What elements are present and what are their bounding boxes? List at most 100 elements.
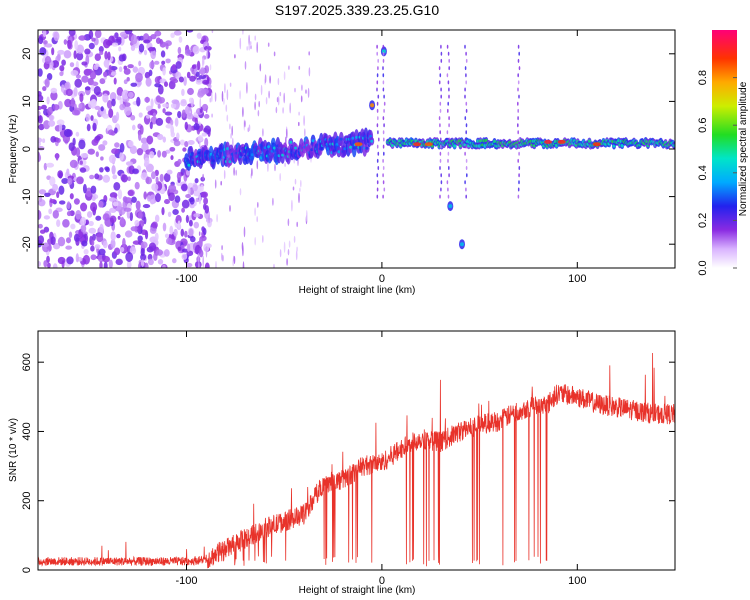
heatmap-cell — [157, 150, 162, 158]
heatmap-cell — [207, 42, 209, 48]
heatmap-cell — [42, 30, 47, 38]
heatmap-cell — [206, 48, 208, 60]
heatmap-cell — [254, 101, 256, 111]
heatmap-cell — [86, 211, 93, 218]
heatmap-cell — [179, 139, 185, 146]
heatmap-cell — [465, 80, 468, 85]
heatmap-cell — [189, 196, 195, 205]
heatmap-cell — [181, 199, 190, 209]
heatmap-cell — [74, 78, 83, 88]
heatmap-cell — [116, 36, 122, 43]
heatmap-cell — [102, 240, 108, 249]
heatmap-cell — [127, 64, 134, 69]
heatmap-cell — [216, 214, 218, 223]
heatmap-cell — [376, 80, 379, 85]
heatmap-cell — [120, 247, 125, 253]
heatmap-cell — [376, 108, 379, 113]
heatmap-cell — [440, 144, 442, 149]
heatmap-cell — [273, 263, 275, 268]
heatmap-cell — [202, 55, 204, 68]
heatmap-cell — [303, 115, 305, 127]
heatmap-cell — [144, 96, 151, 103]
heatmap-cell — [177, 46, 182, 55]
heatmap-cell — [137, 235, 143, 242]
heatmap-cell — [438, 66, 441, 71]
heatmap-cell — [382, 44, 385, 49]
heatmap-cell — [198, 193, 201, 205]
heatmap-cell — [43, 40, 48, 45]
heatmap-cell — [283, 241, 286, 253]
heatmap-cell — [129, 246, 137, 255]
heatmap-cell — [186, 30, 194, 33]
heatmap-cell — [264, 74, 267, 84]
heatmap-cell — [116, 86, 124, 97]
heatmap-cell — [93, 64, 99, 71]
heatmap-cell — [214, 92, 217, 102]
heatmap-cell — [339, 137, 343, 141]
heatmap-cell — [465, 187, 467, 192]
heatmap-cell — [304, 128, 306, 137]
heatmap-cell — [365, 146, 369, 150]
heatmap-cell — [197, 135, 204, 142]
heatmap-cell — [286, 258, 288, 266]
heatmap-cell — [298, 121, 300, 127]
heatmap-cell — [38, 68, 43, 77]
heatmap-cell — [123, 207, 132, 212]
heatmap-cell — [460, 242, 464, 247]
heatmap-cell — [447, 108, 449, 113]
heatmap-cell — [144, 157, 150, 166]
heatmap-cell — [52, 263, 58, 268]
heatmap-cell — [173, 228, 178, 237]
heatmap-cell — [137, 211, 143, 219]
heatmap-cell — [75, 131, 80, 137]
heatmap-cell — [235, 169, 237, 176]
heatmap-cell — [91, 138, 99, 146]
heatmap-cell — [209, 97, 212, 103]
heatmap-cell — [355, 135, 358, 139]
heatmap-cell — [50, 87, 58, 94]
heatmap-cell — [224, 83, 226, 94]
heatmap-cell — [202, 255, 204, 268]
heatmap-cell — [439, 130, 442, 135]
heatmap-cell — [70, 223, 76, 230]
heatmap-cell — [383, 94, 385, 99]
heatmap-cell — [376, 51, 379, 56]
heatmap-cell — [230, 133, 232, 139]
heatmap-cell — [107, 129, 115, 136]
heatmap-cell — [102, 174, 111, 183]
heatmap-cell — [102, 255, 111, 263]
heatmap-cell — [272, 146, 276, 150]
heatmap-cell — [382, 116, 385, 121]
heatmap-cell — [135, 72, 143, 83]
heatmap-cell — [381, 49, 386, 54]
heatmap-cell — [96, 232, 104, 243]
heatmap-cell — [194, 178, 199, 184]
heatmap-cell — [127, 189, 134, 197]
heatmap-cell — [448, 94, 450, 99]
heatmap-cell — [439, 101, 442, 106]
snr-series — [38, 352, 675, 569]
heatmap-cell — [301, 84, 303, 91]
heatmap-cell — [286, 128, 288, 139]
heatmap-cell — [111, 42, 119, 47]
heatmap-cell — [145, 176, 153, 185]
heatmap-cell — [141, 142, 149, 153]
heatmap-cell — [120, 216, 125, 225]
heatmap-cell — [189, 75, 196, 82]
heatmap-cell — [154, 214, 160, 223]
heatmap-cell — [99, 261, 103, 268]
heatmap-cell — [272, 197, 274, 206]
heatmap-cell — [131, 196, 137, 203]
heatmap-cell — [84, 48, 91, 55]
heatmap-cell — [376, 123, 379, 128]
heatmap-cell — [119, 151, 124, 161]
heatmap-cell — [164, 199, 170, 205]
heatmap-cell — [248, 44, 250, 51]
heatmap-cell — [440, 87, 442, 92]
heatmap-cell — [55, 138, 61, 143]
heatmap-cell — [177, 111, 182, 119]
heatmap-cell — [185, 194, 191, 199]
heatmap-cell — [124, 30, 133, 35]
heatmap-cell — [354, 142, 363, 147]
heatmap-cell — [199, 249, 204, 258]
